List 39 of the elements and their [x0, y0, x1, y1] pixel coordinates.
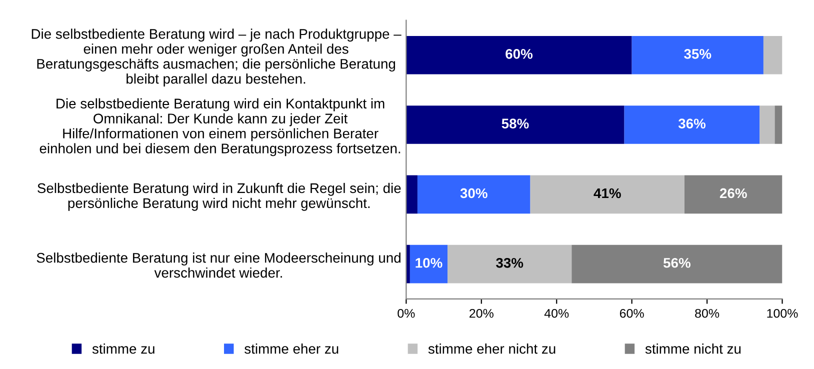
- x-tick-label: 100%: [767, 308, 798, 318]
- bar: [530, 175, 684, 214]
- x-tick-label: 0%: [398, 308, 415, 318]
- bar: [406, 36, 632, 74]
- legend-label: stimme zu: [92, 344, 154, 354]
- bar: [763, 36, 782, 74]
- bar: [406, 106, 624, 144]
- bar: [417, 175, 530, 214]
- y-tick-label: Die selbstbediente Beratung wird – je nach Produktgruppe – einen mehr oder weniger großen Anteil des Beratungsgeschäfts ausmachen; die persönliche Beratung bleibt parallel dazu bestehen.: [32, 28, 402, 86]
- x-tick-label: 40%: [544, 308, 569, 318]
- bar: [448, 244, 572, 284]
- x-tick-label: 20%: [470, 308, 494, 318]
- data-label: 58%: [502, 118, 529, 128]
- bar: [774, 106, 782, 144]
- data-label: 33%: [496, 258, 524, 268]
- bar: [760, 106, 775, 144]
- bar: [632, 36, 764, 74]
- bar: [624, 106, 760, 144]
- data-label: 60%: [506, 49, 533, 59]
- x-tick-label: 60%: [620, 308, 644, 318]
- data-label: 30%: [460, 188, 488, 198]
- data-label: 26%: [720, 188, 747, 198]
- data-label: 10%: [416, 258, 442, 268]
- y-tick-label: Die selbstbediente Beratung wird ein Kontaktpunkt im Omnikanal: Der Kunde kann zu jeder Zeit Hilfe/Informationen von einem persönlichen Berater einholen und bei diesem den Beratungsprozess fortsetzen.: [40, 98, 400, 156]
- legend-label: stimme eher zu: [244, 344, 338, 354]
- y-tick-label: Selbstbediente Beratung wird in Zukunft die Regel sein; die persönliche Beratung wird nicht mehr gewünscht.: [38, 182, 401, 211]
- y-tick-label: Selbstbediente Beratung ist nur eine Modeerscheinung und verschwindet wieder.: [36, 252, 400, 278]
- data-label: 36%: [678, 118, 706, 129]
- data-label: 56%: [663, 258, 690, 268]
- bar: [406, 175, 418, 214]
- x-tick-label: 80%: [695, 308, 720, 318]
- legend-label: stimme nicht zu: [645, 344, 741, 354]
- bar: [410, 244, 448, 284]
- data-label: 35%: [684, 49, 712, 59]
- bar: [406, 244, 410, 284]
- data-label: 41%: [594, 188, 621, 198]
- legend-label: stimme eher nicht zu: [428, 344, 556, 354]
- bar: [684, 175, 782, 214]
- bar: [572, 244, 782, 284]
